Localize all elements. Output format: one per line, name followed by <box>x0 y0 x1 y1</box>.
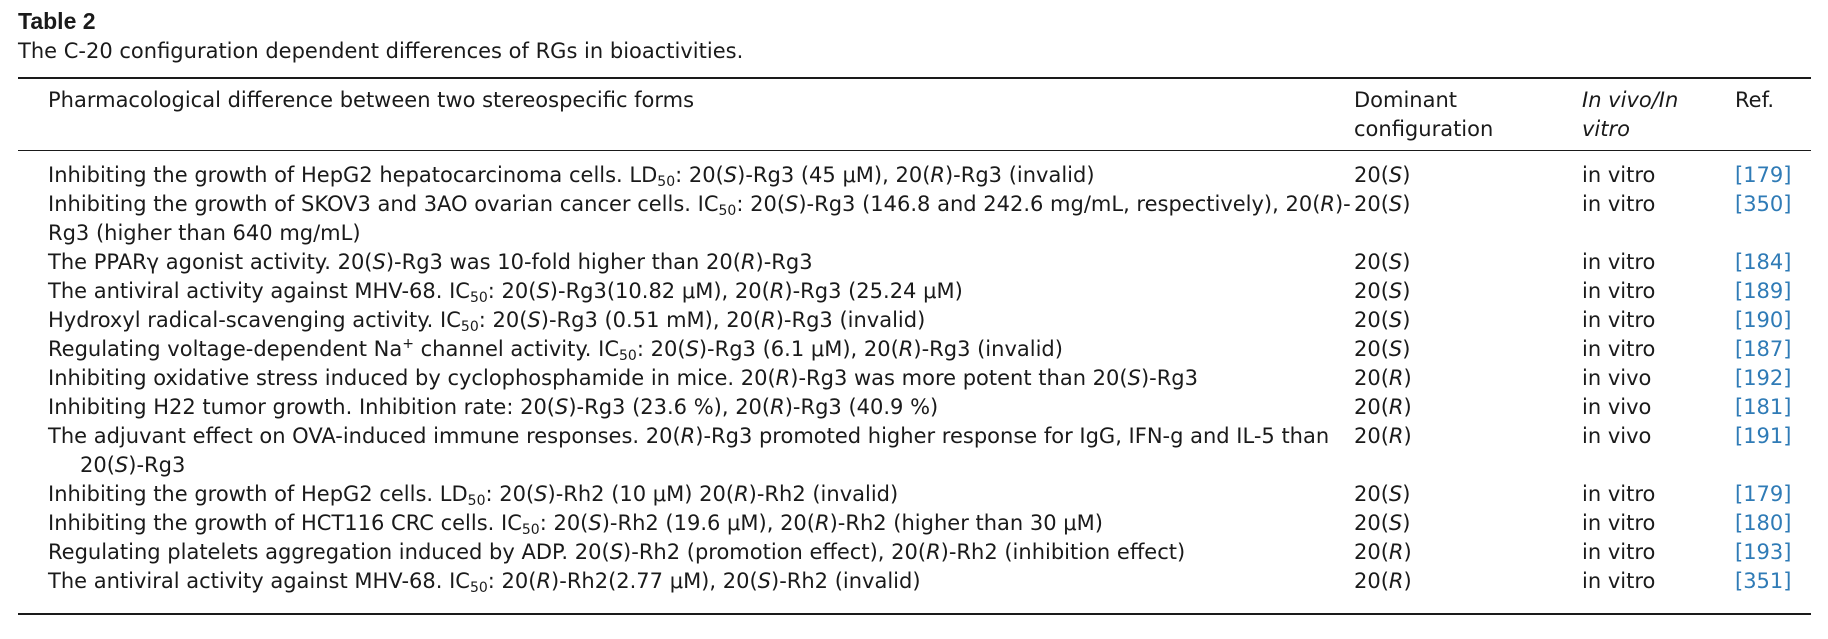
table-row: Inhibiting H22 tumor growth. Inhibition … <box>0 393 1828 422</box>
configuration-cell: 20(R) <box>1354 569 1412 593</box>
table-title: The C-20 configuration dependent differe… <box>18 39 744 63</box>
table-row: Inhibiting the growth of HepG2 hepatocar… <box>0 161 1828 190</box>
table-bottom-rule <box>18 613 1811 615</box>
configuration-cell: 20(S) <box>1354 163 1411 187</box>
difference-cell: Regulating platelets aggregation induced… <box>48 540 1186 564</box>
difference-cell-continuation: 20(S)-Rg3 <box>80 453 186 477</box>
table-row: The PPARγ agonist activity. 20(S)-Rg3 wa… <box>0 248 1828 277</box>
header-invivo-invitro: In vivo/In vitro <box>1582 88 1679 141</box>
table-row: The antiviral activity against MHV-68. I… <box>0 567 1828 596</box>
model-cell: in vitro <box>1582 569 1656 593</box>
model-cell: in vitro <box>1582 250 1656 274</box>
table-row: Inhibiting the growth of HCT116 CRC cell… <box>0 509 1828 538</box>
reference-link[interactable]: [351] <box>1735 569 1792 593</box>
model-cell: in vivo <box>1582 395 1652 419</box>
difference-cell: Regulating voltage-dependent Na+ channel… <box>48 336 1063 364</box>
difference-cell: The PPARγ agonist activity. 20(S)-Rg3 wa… <box>48 250 813 274</box>
difference-cell: The antiviral activity against MHV-68. I… <box>48 569 921 596</box>
table-caption: Table 2 The C-20 configuration dependent… <box>18 6 743 65</box>
reference-link[interactable]: [190] <box>1735 308 1792 332</box>
configuration-cell: 20(R) <box>1354 540 1412 564</box>
header-difference: Pharmacological difference between two s… <box>48 88 695 112</box>
table-row: Regulating voltage-dependent Na+ channel… <box>0 335 1828 364</box>
model-cell: in vitro <box>1582 279 1656 303</box>
header-configuration: Dominant configuration <box>1354 88 1494 141</box>
header-ref: Ref. <box>1735 88 1775 112</box>
configuration-cell: 20(S) <box>1354 308 1411 332</box>
table-row: The antiviral activity against MHV-68. I… <box>0 277 1828 306</box>
reference-link[interactable]: [192] <box>1735 366 1792 390</box>
model-cell: in vitro <box>1582 337 1656 361</box>
model-cell: in vivo <box>1582 424 1652 448</box>
reference-link[interactable]: [184] <box>1735 250 1792 274</box>
table-top-rule <box>18 77 1811 79</box>
reference-link[interactable]: [179] <box>1735 482 1792 506</box>
difference-cell: Inhibiting the growth of HCT116 CRC cell… <box>48 511 1103 538</box>
difference-cell: Inhibiting the growth of HepG2 hepatocar… <box>48 163 1095 190</box>
configuration-cell: 20(S) <box>1354 250 1411 274</box>
difference-cell-continuation: Rg3 (higher than 640 mg/mL) <box>48 221 361 245</box>
difference-cell: The antiviral activity against MHV-68. I… <box>48 279 963 306</box>
model-cell: in vitro <box>1582 308 1656 332</box>
reference-link[interactable]: [179] <box>1735 163 1792 187</box>
table-row: The adjuvant effect on OVA-induced immun… <box>0 422 1828 477</box>
reference-link[interactable]: [187] <box>1735 337 1792 361</box>
table-header-rule <box>18 150 1811 151</box>
reference-link[interactable]: [180] <box>1735 511 1792 535</box>
configuration-cell: 20(S) <box>1354 337 1411 361</box>
difference-cell: Inhibiting oxidative stress induced by c… <box>48 366 1198 390</box>
reference-link[interactable]: [350] <box>1735 192 1792 216</box>
table-row: Inhibiting the growth of HepG2 cells. LD… <box>0 480 1828 509</box>
table-row: Inhibiting the growth of SKOV3 and 3AO o… <box>0 190 1828 245</box>
configuration-cell: 20(S) <box>1354 511 1411 535</box>
reference-link[interactable]: [193] <box>1735 540 1792 564</box>
configuration-cell: 20(R) <box>1354 395 1412 419</box>
model-cell: in vitro <box>1582 511 1656 535</box>
table-row: Regulating platelets aggregation induced… <box>0 538 1828 567</box>
table-row: Hydroxyl radical-scavenging activity. IC… <box>0 306 1828 335</box>
model-cell: in vitro <box>1582 482 1656 506</box>
table-row: Inhibiting oxidative stress induced by c… <box>0 364 1828 393</box>
difference-cell: The adjuvant effect on OVA-induced immun… <box>48 424 1330 448</box>
configuration-cell: 20(R) <box>1354 366 1412 390</box>
model-cell: in vivo <box>1582 366 1652 390</box>
reference-link[interactable]: [189] <box>1735 279 1792 303</box>
table-label: Table 2 <box>18 8 96 34</box>
model-cell: in vitro <box>1582 163 1656 187</box>
configuration-cell: 20(S) <box>1354 192 1411 216</box>
model-cell: in vitro <box>1582 540 1656 564</box>
reference-link[interactable]: [191] <box>1735 424 1792 448</box>
model-cell: in vitro <box>1582 192 1656 216</box>
reference-link[interactable]: [181] <box>1735 395 1792 419</box>
configuration-cell: 20(S) <box>1354 482 1411 506</box>
configuration-cell: 20(S) <box>1354 279 1411 303</box>
difference-cell: Inhibiting the growth of HepG2 cells. LD… <box>48 482 899 509</box>
configuration-cell: 20(R) <box>1354 424 1412 448</box>
difference-cell: Inhibiting H22 tumor growth. Inhibition … <box>48 395 939 419</box>
difference-cell: Hydroxyl radical-scavenging activity. IC… <box>48 308 926 335</box>
difference-cell: Inhibiting the growth of SKOV3 and 3AO o… <box>48 192 1351 219</box>
